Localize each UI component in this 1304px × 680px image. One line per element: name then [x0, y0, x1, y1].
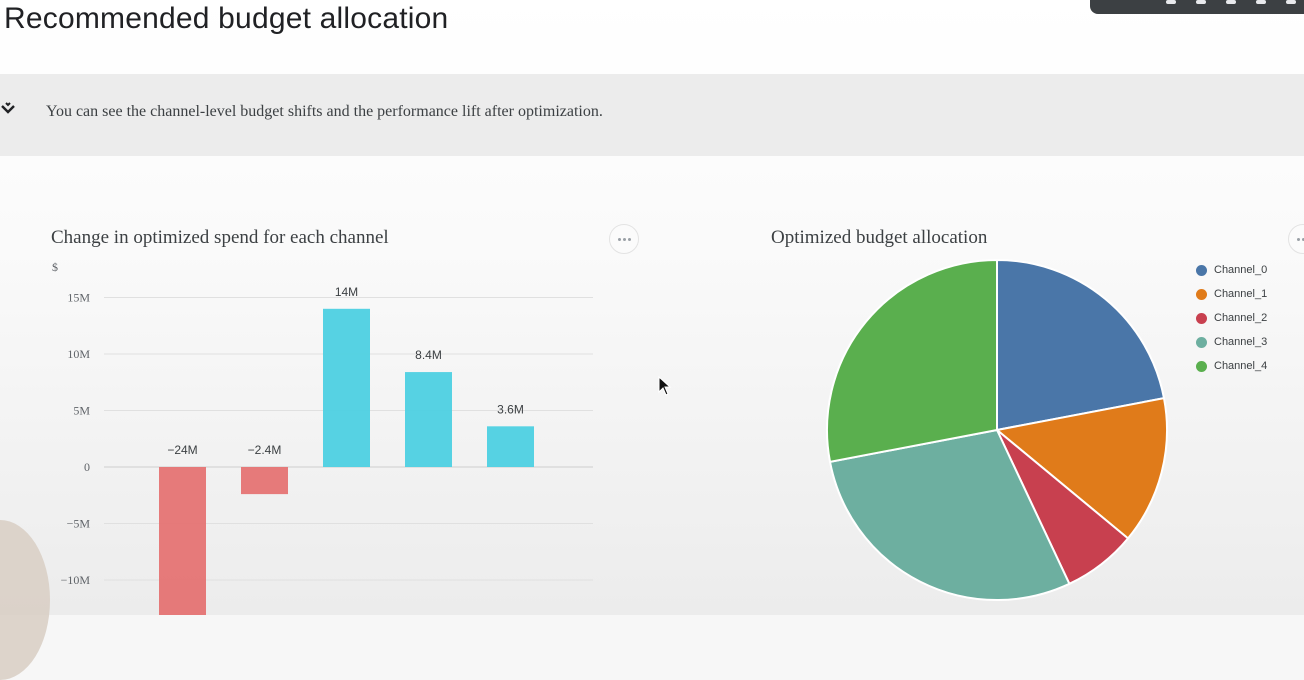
more-icon: [628, 238, 631, 241]
toolbar-button[interactable]: [1226, 0, 1236, 4]
legend-label: Channel_0: [1214, 264, 1268, 276]
page-title: Recommended budget allocation: [4, 2, 449, 35]
y-tick-label: 0: [84, 460, 90, 474]
y-tick-label: −5M: [67, 517, 91, 531]
legend-item[interactable]: Channel_2: [1196, 306, 1267, 330]
bar-chart-title: Change in optimized spend for each chann…: [51, 227, 389, 248]
legend-label: Channel_2: [1214, 312, 1268, 324]
legend-swatch: [1196, 360, 1207, 372]
floating-toolbar[interactable]: [1090, 0, 1304, 14]
y-axis-unit-label: $: [52, 260, 58, 274]
legend-swatch: [1196, 336, 1207, 348]
more-icon: [623, 238, 626, 241]
bar-value-label: −24M: [167, 443, 197, 457]
toolbar-button[interactable]: [1286, 0, 1296, 4]
bar-value-label: 14M: [335, 285, 358, 299]
pie-slice: [826, 258, 998, 464]
toolbar-button[interactable]: [1256, 0, 1266, 4]
toolbar-button[interactable]: [1196, 0, 1206, 4]
bar: [323, 308, 370, 467]
bar-chart-more-button[interactable]: [609, 224, 639, 254]
legend-item[interactable]: Channel_0: [1196, 258, 1267, 282]
pie-slice: [996, 258, 1166, 432]
legend-label: Channel_1: [1214, 288, 1268, 300]
legend-item[interactable]: Channel_3: [1196, 330, 1267, 354]
info-text: You can see the channel-level budget shi…: [46, 103, 603, 120]
mouse-cursor-icon: [658, 376, 672, 396]
y-tick-label: −10M: [61, 573, 91, 587]
info-banner: [0, 74, 1304, 156]
pie-chart-title: Optimized budget allocation: [771, 227, 988, 248]
bar-value-label: −2.4M: [248, 443, 282, 457]
legend-label: Channel_4: [1214, 360, 1268, 372]
legend-label: Channel_3: [1214, 336, 1268, 348]
toolbar-button[interactable]: [1166, 0, 1176, 4]
legend-swatch: [1196, 312, 1207, 324]
y-tick-label: 15M: [67, 291, 90, 305]
bar: [487, 426, 534, 467]
pie-slice: [994, 396, 1169, 540]
bar: [241, 467, 288, 495]
bar: [159, 467, 206, 615]
legend-item[interactable]: Channel_1: [1196, 282, 1267, 306]
y-tick-label: 5M: [73, 404, 90, 418]
pie-slice: [828, 428, 1071, 601]
charts-canvas: $15M 10M 5M 0 −5M −10M −24M −2.4M 14M 8.4M 3.6M: [52, 258, 1169, 615]
sparkle-icon: [1, 102, 15, 114]
legend-swatch: [1196, 288, 1207, 300]
bar-value-label: 8.4M: [415, 348, 442, 362]
legend-item[interactable]: Channel_4: [1196, 354, 1267, 378]
more-icon: [1302, 238, 1304, 241]
bar-value-label: 3.6M: [497, 402, 524, 416]
pie-legend: Channel_0 Channel_1 Channel_2 Channel_3 Chan…: [1196, 258, 1267, 378]
legend-swatch: [1196, 264, 1207, 276]
bar: [405, 372, 452, 467]
y-tick-label: 10M: [67, 347, 90, 361]
more-icon: [618, 238, 621, 241]
more-icon: [1297, 238, 1300, 241]
